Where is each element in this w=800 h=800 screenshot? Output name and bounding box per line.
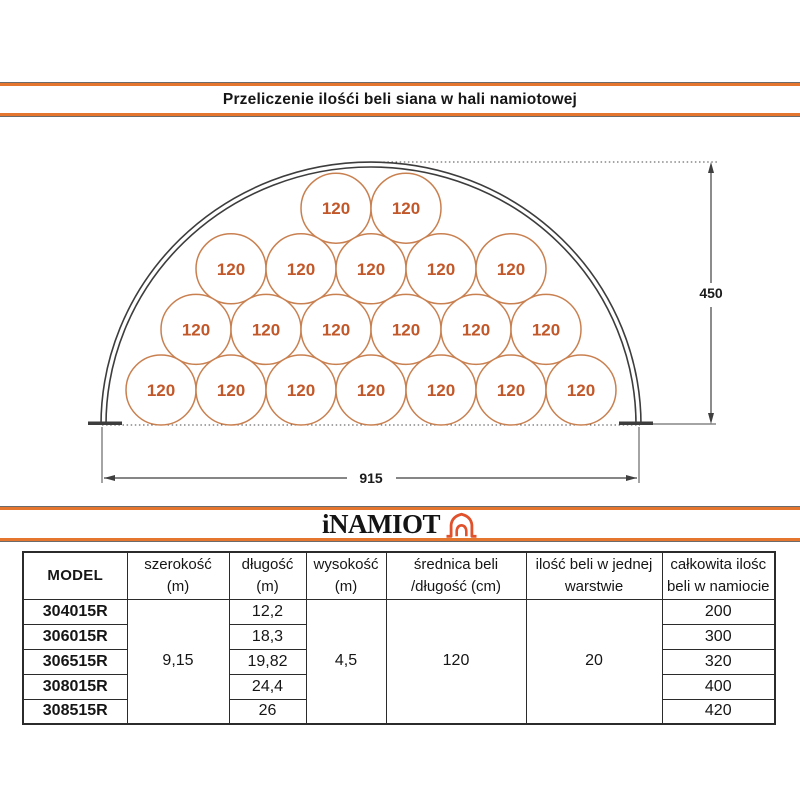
brand-rule-bottom xyxy=(0,538,800,542)
left-foot-plate xyxy=(88,421,122,425)
shared-height-cell: 4,5 xyxy=(305,598,387,725)
model-cell: 304015R xyxy=(22,598,128,625)
tent-arch-outer xyxy=(100,161,642,426)
col-header-model: MODEL xyxy=(22,551,128,600)
hay-bale-label: 120 xyxy=(217,381,245,400)
col-header-bale-diameter: średnica beli /długość (cm) xyxy=(385,551,527,600)
width-dim-arrow-left xyxy=(104,475,115,481)
hay-bale-label: 120 xyxy=(322,320,350,339)
total-cell: 320 xyxy=(661,648,776,675)
brand-logo: iNAMIOT xyxy=(0,510,800,538)
hay-bale-label: 120 xyxy=(532,320,560,339)
title-rule-top xyxy=(0,82,800,86)
col-header-total-bales: całkowita ilośc beli w namiocie xyxy=(661,551,776,600)
header-row: MODEL szerokość (m) długość (m) wysokość… xyxy=(22,551,776,600)
length-cell: 19,82 xyxy=(228,648,307,675)
table-row: 308515R 26 420 xyxy=(22,698,776,725)
hay-bale-label: 120 xyxy=(427,381,455,400)
spec-table: MODEL szerokość (m) długość (m) wysokość… xyxy=(22,551,776,725)
hay-bale-circle xyxy=(510,293,582,366)
table-row: 306515R 19,82 320 xyxy=(22,648,776,675)
col-header-width: szerokość (m) xyxy=(126,551,230,600)
right-foot-plate xyxy=(619,421,653,425)
col-header-bales-per-layer: ilość beli w jednej warstwie xyxy=(525,551,663,600)
shared-width-cell: 9,15 xyxy=(126,598,230,725)
tent-diagram: 120 120 120 120 120 120 120 120 120 120 120 120 120 1… xyxy=(88,161,723,486)
hay-bale-circle xyxy=(370,172,442,244)
hay-bale-stack: 120 120 120 120 120 120 120 120 120 120 120 120 120 1… xyxy=(125,172,617,426)
brand-logo-text: iNAMIOT xyxy=(322,508,441,539)
tent-arch-inner xyxy=(105,166,637,426)
hay-bale-label: 120 xyxy=(217,260,245,279)
hay-bale-label: 120 xyxy=(147,381,175,400)
shared-diameter-cell: 120 xyxy=(385,598,527,725)
hay-bale-label: 120 xyxy=(287,260,315,279)
hay-bale-label: 120 xyxy=(497,260,525,279)
length-cell: 24,4 xyxy=(228,673,307,700)
hay-bale-label: 120 xyxy=(392,320,420,339)
title-banner: Przeliczenie ilośći beli siana w hali na… xyxy=(0,82,800,117)
model-cell: 306015R xyxy=(22,623,128,650)
hay-bale-label: 120 xyxy=(392,199,420,218)
total-cell: 400 xyxy=(661,673,776,700)
hay-bale-circle xyxy=(475,233,547,305)
brand-rule-top xyxy=(0,506,800,510)
col-header-length: długość (m) xyxy=(228,551,307,600)
col-header-height: wysokość (m) xyxy=(305,551,387,600)
hay-bale-label: 120 xyxy=(567,381,595,400)
width-dimension-label: 915 xyxy=(359,470,383,486)
title-rule-bottom xyxy=(0,113,800,117)
hay-bale-label: 120 xyxy=(357,381,385,400)
hay-bale-circle xyxy=(545,354,617,426)
height-dimension-label: 450 xyxy=(699,285,723,301)
total-cell: 420 xyxy=(661,698,776,725)
total-cell: 200 xyxy=(661,598,776,625)
brand-banner: iNAMIOT xyxy=(0,506,800,542)
total-cell: 300 xyxy=(661,623,776,650)
hay-bale-label: 120 xyxy=(182,320,210,339)
model-cell: 308015R xyxy=(22,673,128,700)
model-cell: 306515R xyxy=(22,648,128,675)
length-cell: 18,3 xyxy=(228,623,307,650)
hay-bale-label: 120 xyxy=(427,260,455,279)
page-title: Przeliczenie ilośći beli siana w hali na… xyxy=(222,90,578,108)
hay-bale-label: 120 xyxy=(287,381,315,400)
width-dim-arrow-right xyxy=(626,475,637,481)
length-cell: 26 xyxy=(228,698,307,725)
length-cell: 12,2 xyxy=(228,598,307,625)
hay-bale-label: 120 xyxy=(252,320,280,339)
tent-icon xyxy=(446,512,477,538)
height-dim-arrow-bottom xyxy=(708,413,714,424)
hay-bale-label: 120 xyxy=(462,320,490,339)
hay-bale-label: 120 xyxy=(497,381,525,400)
table-row: 304015R 9,15 12,2 4,5 120 20 200 xyxy=(22,598,776,725)
hay-bale-label: 120 xyxy=(322,199,350,218)
shared-per-layer-cell: 20 xyxy=(525,598,663,725)
height-dim-arrow-top xyxy=(708,162,714,173)
model-cell: 308515R xyxy=(22,698,128,725)
hay-bale-label: 120 xyxy=(357,260,385,279)
